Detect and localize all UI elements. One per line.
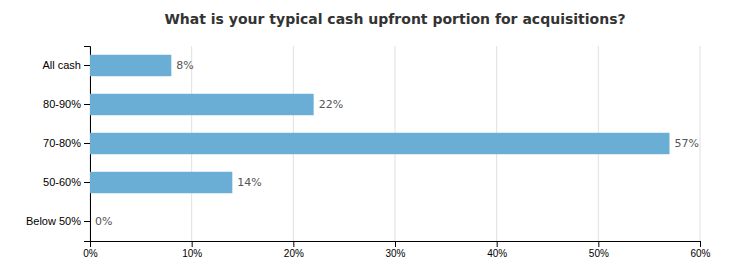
x-tick: 40%	[487, 241, 507, 259]
y-tick-label: 70-80%	[43, 137, 81, 149]
x-tick-label: 20%	[284, 248, 304, 259]
x-tick-mark	[293, 241, 294, 247]
bar	[90, 211, 91, 232]
data-label: 8%	[176, 59, 193, 72]
y-tick: 80-90%	[43, 98, 90, 110]
x-tick-label: 0%	[83, 248, 98, 259]
y-tick-label: 50-60%	[43, 176, 81, 188]
x-axis: 0% 10% 20% 30% 40% 50% 60%	[83, 241, 710, 259]
plot: 0% 10% 20% 30% 40% 50% 60% All cash 80-90% 70-80%…	[26, 46, 711, 259]
x-axis-line	[91, 242, 701, 248]
y-tick-mark	[84, 65, 90, 66]
x-tick: 0%	[83, 241, 98, 259]
y-tick-label: All cash	[42, 59, 81, 71]
x-tick-label: 30%	[385, 248, 405, 259]
y-tick-mark	[84, 143, 90, 144]
chart: 0% 10% 20% 30% 40% 50% 60% All cash 80-90% 70-80%…	[0, 0, 740, 271]
data-label: 57%	[675, 137, 699, 150]
y-tick: All cash	[42, 59, 90, 71]
bar	[90, 55, 171, 76]
bars	[90, 55, 670, 193]
x-tick-label: 60%	[690, 248, 710, 259]
x-tick-mark	[598, 241, 599, 247]
y-tick-mark	[84, 104, 90, 105]
grid-line	[700, 46, 701, 241]
x-tick: 60%	[690, 241, 710, 259]
y-axis: All cash 80-90% 70-80% 50-60% Below 50%	[26, 47, 91, 242]
data-labels: 8% 22% 57% 14% 0%	[95, 59, 699, 228]
x-tick-mark	[700, 241, 701, 247]
x-tick-mark	[497, 241, 498, 247]
y-tick-label: Below 50%	[26, 215, 81, 227]
title: What is your typical cash upfront portio…	[164, 11, 625, 27]
x-tick: 10%	[182, 241, 202, 259]
bar	[90, 133, 670, 154]
x-tick-label: 40%	[487, 248, 507, 259]
y-tick-label: 80-90%	[43, 98, 81, 110]
y-tick: 70-80%	[43, 137, 90, 149]
x-tick-mark	[192, 241, 193, 247]
x-tick-label: 50%	[589, 248, 609, 259]
data-label: 14%	[237, 176, 261, 189]
y-axis-line	[84, 47, 91, 242]
x-tick: 20%	[284, 241, 304, 259]
bar	[90, 94, 314, 115]
bar	[90, 172, 232, 193]
y-tick: Below 50%	[26, 215, 90, 227]
x-tick: 50%	[589, 241, 609, 259]
data-label: 0%	[95, 215, 112, 228]
x-tick-label: 10%	[182, 248, 202, 259]
y-tick: 50-60%	[43, 176, 90, 188]
y-tick-mark	[84, 221, 90, 222]
x-tick: 30%	[385, 241, 405, 259]
grid	[90, 46, 700, 241]
x-tick-mark	[395, 241, 396, 247]
data-label: 22%	[319, 98, 343, 111]
y-tick-mark	[84, 182, 90, 183]
